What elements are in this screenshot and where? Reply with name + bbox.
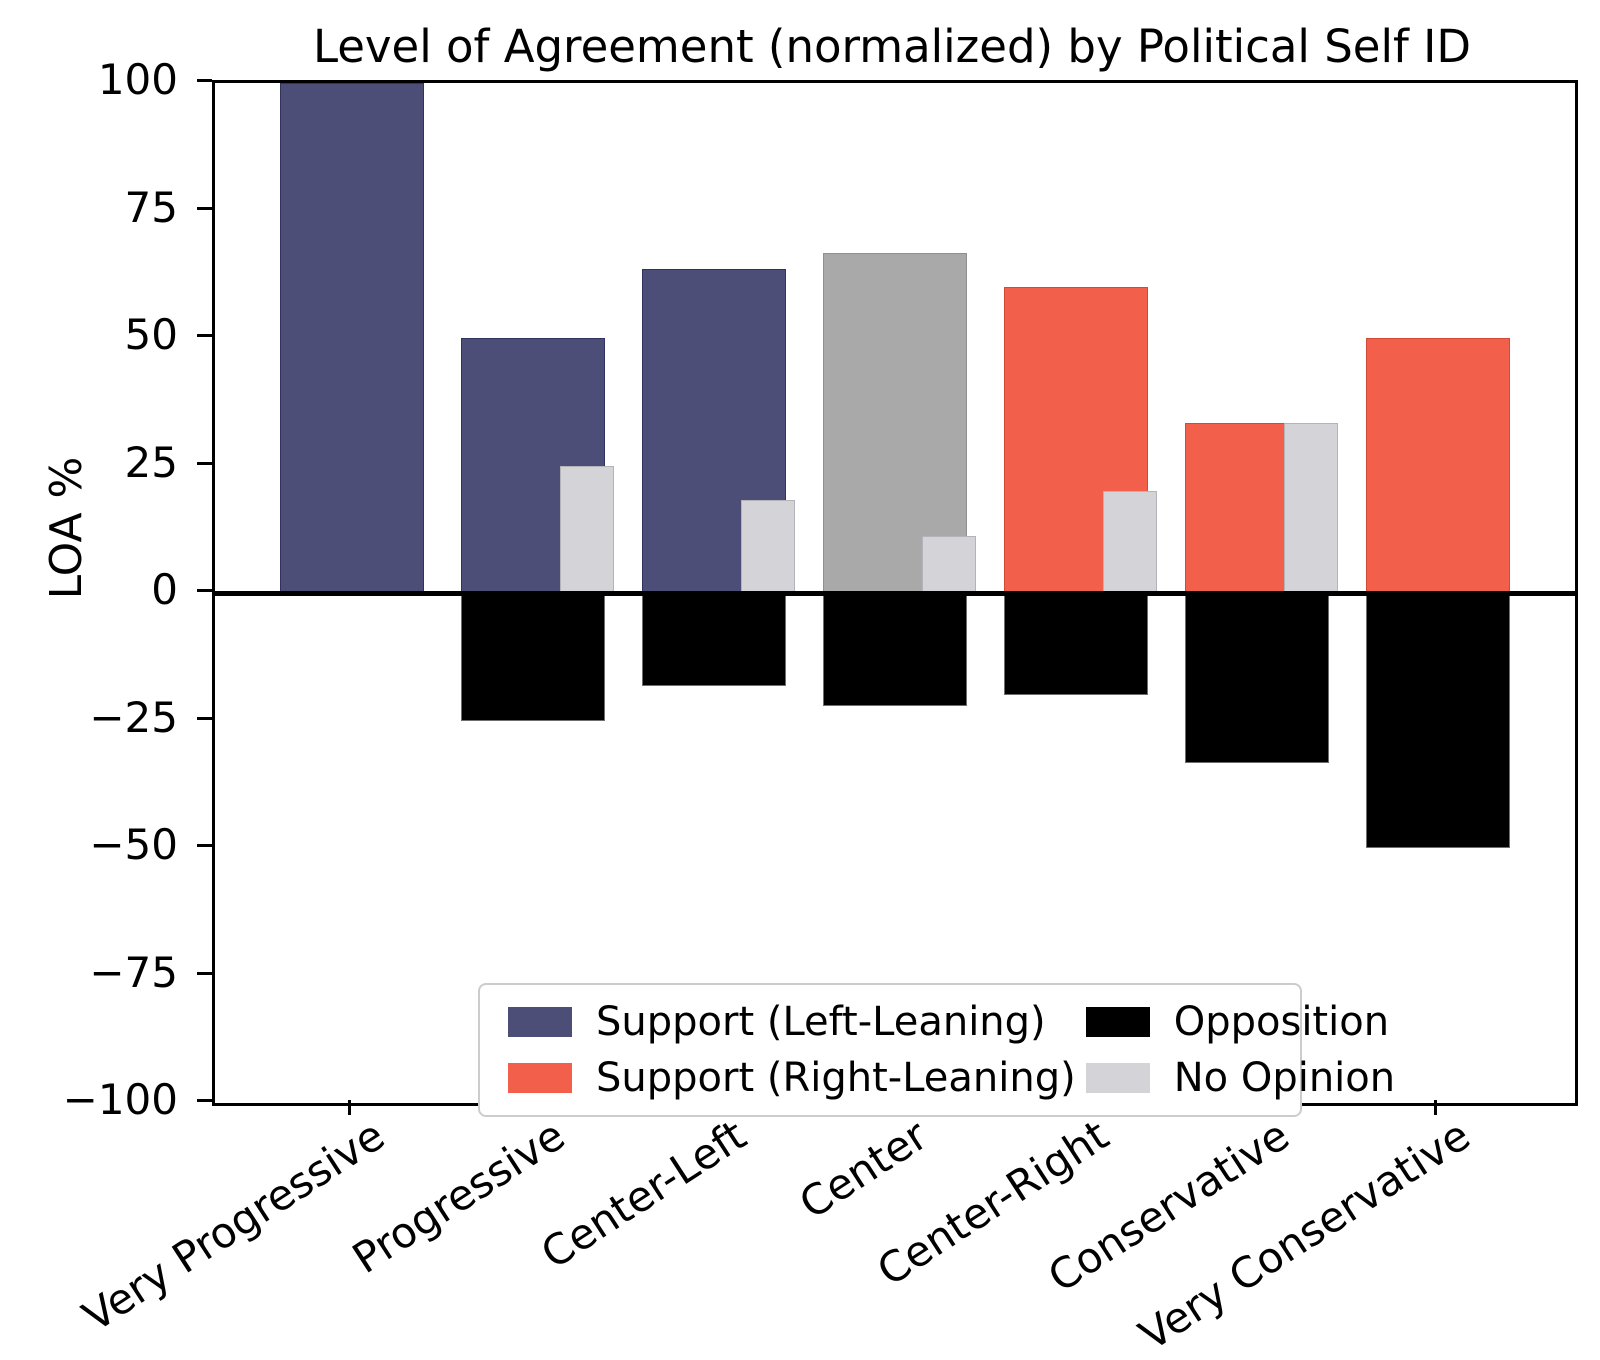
legend-item-support-left-leaning-: Support (Left-Leaning) — [508, 1000, 1076, 1044]
y-tick-label-100: 100 — [97, 55, 178, 104]
bar-opposition-very-conservative — [1366, 593, 1510, 848]
legend-swatch-opposition — [1085, 1007, 1150, 1037]
y-tick-50 — [197, 334, 212, 337]
legend: Support (Left-Leaning) Opposition Support … — [478, 983, 1395, 1117]
y-tick-0 — [197, 589, 212, 592]
x-tick-label-very-progressive: Very Progressive — [73, 1110, 393, 1342]
legend-item-support-right-leaning-: Support (Right-Leaning) — [508, 1056, 1076, 1100]
legend-swatch-support-left-leaning- — [508, 1007, 572, 1037]
y-tick--100 — [197, 1099, 212, 1102]
legend-label-support-right-leaning-: Support (Right-Leaning) — [596, 1055, 1076, 1101]
bar-no-opinion-center-left — [741, 500, 795, 593]
y-tick-label--75: −75 — [89, 947, 178, 997]
bar-opposition-center-left — [642, 593, 786, 686]
y-tick-label-25: 25 — [124, 437, 178, 487]
y-tick-100 — [197, 79, 212, 82]
y-tick--50 — [197, 844, 212, 847]
legend-item-no-opinion: No Opinion — [1085, 1055, 1396, 1101]
bar-opposition-center-right — [1004, 593, 1148, 695]
bar-no-opinion-conservative — [1284, 423, 1338, 593]
x-tick-very-conservative — [1434, 1100, 1437, 1115]
y-tick-label-50: 50 — [124, 310, 178, 359]
legend-label-support-left-leaning-: Support (Left-Leaning) — [596, 999, 1046, 1045]
y-tick-label-0: 0 — [151, 565, 178, 614]
legend-swatch-no-opinion — [1085, 1063, 1150, 1093]
y-tick-label--50: −50 — [89, 820, 178, 869]
y-tick-label--25: −25 — [89, 692, 178, 742]
bar-opposition-center — [823, 593, 967, 707]
x-tick-label-center-left: Center-Left — [532, 1110, 755, 1279]
zero-baseline — [212, 591, 1578, 596]
bar-no-opinion-center — [922, 536, 976, 593]
bar-support-very-progressive — [280, 83, 424, 593]
y-tick--75 — [197, 971, 212, 975]
bar-support-very-conservative — [1366, 338, 1510, 593]
bar-opposition-progressive — [461, 593, 605, 721]
x-tick-very-progressive — [348, 1100, 351, 1115]
legend-swatch-support-right-leaning- — [508, 1063, 572, 1093]
bar-no-opinion-progressive — [560, 465, 614, 593]
x-tick-label-center: Center — [790, 1110, 936, 1229]
chart-title: Level of Agreement (normalized) by Polit… — [312, 20, 1472, 73]
y-tick--25 — [197, 716, 212, 720]
y-tick-label-75: 75 — [124, 182, 178, 232]
y-tick-label--100: −100 — [62, 1075, 178, 1124]
legend-label-opposition: Opposition — [1173, 999, 1390, 1045]
legend-label-no-opinion: No Opinion — [1173, 1055, 1396, 1101]
y-axis-label: LOA % — [41, 456, 92, 600]
y-tick-75 — [197, 206, 212, 210]
x-tick-label-very-conservative: Very Conservative — [1130, 1110, 1479, 1360]
y-tick-25 — [197, 461, 212, 465]
bar-opposition-conservative — [1185, 593, 1329, 763]
plot-area — [212, 80, 1578, 1106]
bar-no-opinion-center-right — [1103, 491, 1157, 593]
legend-item-opposition: Opposition — [1085, 999, 1395, 1045]
